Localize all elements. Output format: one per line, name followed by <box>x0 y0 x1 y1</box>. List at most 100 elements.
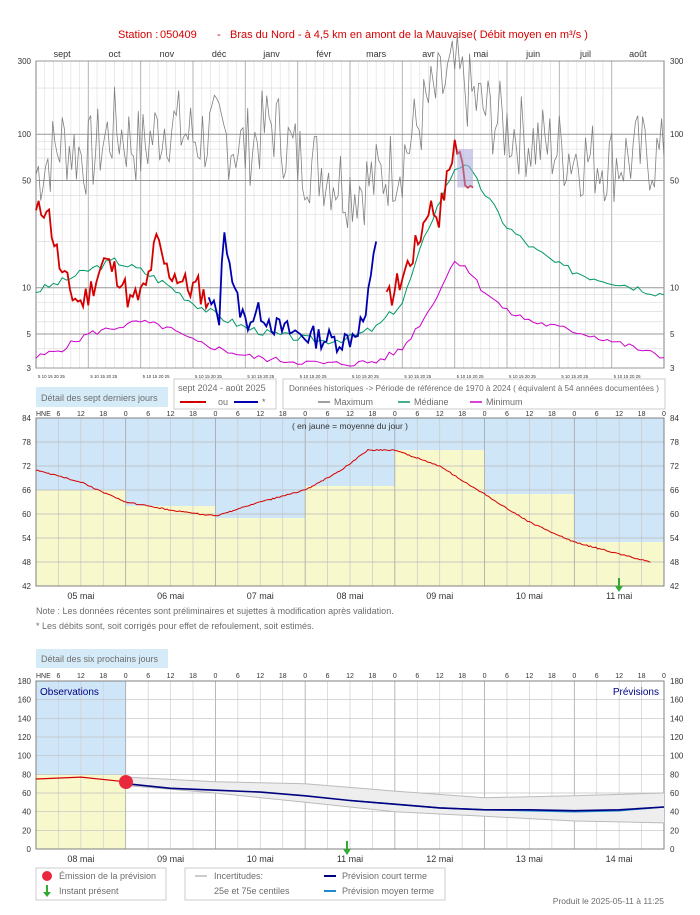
forecast-y-tick-left: 160 <box>18 696 32 705</box>
y-tick-right: 3 <box>670 364 675 373</box>
week-tick-labels: 5 10 15 20 25 <box>90 374 117 379</box>
month-label: oct <box>108 49 121 59</box>
forecast-hour-label: 18 <box>458 673 466 680</box>
month-label: sept <box>54 49 72 59</box>
forecast-hour-label: 6 <box>595 673 599 680</box>
legend-median: Médiane <box>414 397 449 407</box>
unit-note: ( Débit moyen en m³/s ) <box>473 29 588 41</box>
y-tick-left: 100 <box>18 130 32 139</box>
forecast-y-tick-left: 120 <box>18 733 32 742</box>
forecast-hour-label: 12 <box>346 673 354 680</box>
forecast-hne: HNE <box>36 673 51 680</box>
detail-hour-label: 6 <box>415 411 419 418</box>
forecast-hour-label: 18 <box>369 673 377 680</box>
detail-y-tick-left: 48 <box>22 558 31 567</box>
detail-hour-label: 12 <box>77 411 85 418</box>
detail-hour-label: 18 <box>99 411 107 418</box>
forecast-y-tick-right: 100 <box>670 752 684 761</box>
previsions-label: Prévisions <box>613 687 659 698</box>
y-tick-right: 5 <box>670 330 675 339</box>
forecast-chart: HNE 6 12 18 0 6 12 18 0 6 12 18 0 6 12 18 0 6 12 18 0 6 12 18 0… <box>18 673 684 864</box>
detail-hour-label: 18 <box>189 411 197 418</box>
forecast-y-tick-left: 20 <box>22 826 31 835</box>
title-separator: - <box>217 29 221 41</box>
week-tick-labels: 5 10 15 20 25 <box>509 374 536 379</box>
forecast-hour-label: 0 <box>303 673 307 680</box>
week-tick-labels: 5 10 15 20 25 <box>352 374 379 379</box>
detail-y-tick-left: 60 <box>22 510 31 519</box>
detail-hour-label: 12 <box>526 411 534 418</box>
forecast-hour-label: 12 <box>615 673 623 680</box>
forecast-hour-label: 18 <box>279 673 287 680</box>
detail-hour-label: 6 <box>505 411 509 418</box>
detail-hour-label: 18 <box>279 411 287 418</box>
y-tick-left: 10 <box>22 284 31 293</box>
detail-hour-label: 0 <box>213 411 217 418</box>
detail-hour-label: 0 <box>483 411 487 418</box>
y-tick-right: 100 <box>670 130 684 139</box>
forecast-day-label: 14 mai <box>606 854 633 864</box>
detail-hour-label: 12 <box>346 411 354 418</box>
forecast-hour-label: 6 <box>505 673 509 680</box>
annual-flow-chart: sept oct nov déc janv févr mars avr mai juin juil a… <box>18 36 684 380</box>
forecast-y-tick-right: 120 <box>670 733 684 742</box>
week-tick-labels: 5 10 15 20 25 <box>404 374 431 379</box>
forecast-y-tick-left: 140 <box>18 714 32 723</box>
detail-y-tick-left: 72 <box>22 462 31 471</box>
y-tick-right: 10 <box>670 284 679 293</box>
forecast-day-label: 10 mai <box>247 854 274 864</box>
detail-day-label: 10 mai <box>516 591 543 601</box>
forecast-hour-label: 12 <box>436 673 444 680</box>
detail-hne: HNE <box>36 411 51 418</box>
legend-present: Instant présent <box>59 886 119 896</box>
forecast-day-label: 11 mai <box>337 854 363 864</box>
detail-hour-label: 18 <box>458 411 466 418</box>
forecast-y-tick-right: 40 <box>670 808 679 817</box>
y-tick-left: 50 <box>22 176 31 185</box>
forecast-y-tick-left: 80 <box>22 770 31 779</box>
week-tick-labels: 5 10 15 20 25 <box>457 374 484 379</box>
month-label: août <box>629 49 647 59</box>
seven-day-chart: HNE 6 12 18 0 6 12 18 0 6 12 18 0 6 12 18 0 6 12 18 0 6 12 18 0… <box>22 411 679 601</box>
month-labels: sept oct nov déc janv févr mars avr mai juin juil a… <box>54 49 647 59</box>
detail-hour-label: 18 <box>548 411 556 418</box>
month-label: mai <box>474 49 489 59</box>
detail-y-tick-right: 54 <box>670 534 679 543</box>
forecast-hour-label: 0 <box>572 673 576 680</box>
legend-star: * <box>262 397 266 407</box>
detail-hour-label: 12 <box>167 411 175 418</box>
week-tick-labels: 5 10 15 20 25 <box>300 374 327 379</box>
week-tick-labels: 5 10 15 20 25 <box>247 374 274 379</box>
forecast-hour-label: 18 <box>99 673 107 680</box>
detail-day-label: 07 mai <box>247 591 274 601</box>
detail-hour-labels: 6 12 18 0 6 12 18 0 6 12 18 0 6 12 18 0 6 12 18 0 6 12 18 0 6 12 1… <box>56 411 666 418</box>
forecast-hour-label: 18 <box>638 673 646 680</box>
month-label: févr <box>316 49 331 59</box>
detail-y-tick-left: 84 <box>22 414 31 423</box>
month-label: juin <box>525 49 540 59</box>
legend-uncert-1: Incertitudes: <box>214 871 263 881</box>
note-preliminary: Note : Les données récentes sont prélimi… <box>36 606 394 616</box>
detail-hour-label: 0 <box>303 411 307 418</box>
forecast-hour-label: 12 <box>256 673 264 680</box>
forecast-y-tick-right: 0 <box>670 845 675 854</box>
forecast-hour-label: 12 <box>167 673 175 680</box>
forecast-y-tick-right: 180 <box>670 677 684 686</box>
forecast-hour-label: 12 <box>526 673 534 680</box>
detail-day-label: 05 mai <box>67 591 94 601</box>
forecast-y-tick-right: 20 <box>670 826 679 835</box>
forecast-y-tick-right: 80 <box>670 770 679 779</box>
legend-emission-icon <box>42 871 52 881</box>
week-tick-labels: 5 10 15 20 25 <box>195 374 222 379</box>
produced-timestamp: Produit le 2025-05-11 à 11:25 <box>553 896 664 906</box>
legend-period: sept 2024 - août 2025 <box>178 383 266 393</box>
detail-hour-label: 12 <box>436 411 444 418</box>
month-label: janv <box>262 49 280 59</box>
y-tick-left: 300 <box>18 57 32 66</box>
legend-observed: sept 2024 - août 2025 ou * <box>174 379 276 409</box>
forecast-hour-label: 6 <box>415 673 419 680</box>
legend-max: Maximum <box>334 397 373 407</box>
observations-label: Observations <box>40 687 99 698</box>
month-label: nov <box>160 49 175 59</box>
detail-hour-label: 0 <box>572 411 576 418</box>
